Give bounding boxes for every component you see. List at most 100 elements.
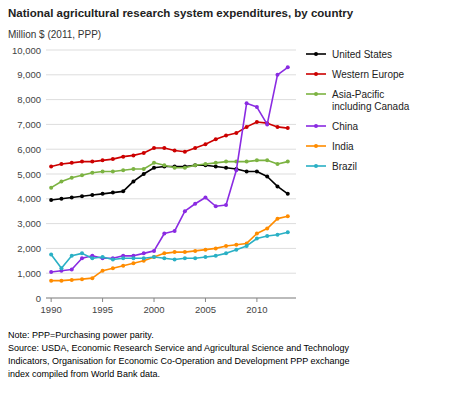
point bbox=[265, 158, 269, 162]
point bbox=[152, 166, 156, 170]
series-line bbox=[51, 216, 288, 280]
point bbox=[90, 193, 94, 197]
point bbox=[286, 230, 290, 234]
point bbox=[224, 134, 228, 138]
y-tick-label: 4,000 bbox=[17, 193, 41, 204]
point bbox=[245, 101, 249, 105]
plot-area bbox=[49, 65, 290, 282]
legend-label: Asia-Pacificincluding Canada bbox=[332, 89, 410, 112]
point bbox=[49, 186, 53, 190]
point bbox=[214, 254, 218, 258]
y-tick-label: 7,000 bbox=[17, 119, 41, 130]
point bbox=[275, 162, 279, 166]
legend: United StatesWestern EuropeAsia-Pacifici… bbox=[306, 49, 410, 172]
point bbox=[162, 146, 166, 150]
point bbox=[121, 155, 125, 159]
point bbox=[162, 232, 166, 236]
point bbox=[275, 217, 279, 221]
point bbox=[101, 192, 105, 196]
series-line bbox=[51, 232, 288, 268]
grid-line bbox=[46, 74, 296, 75]
point bbox=[101, 255, 105, 259]
point bbox=[152, 249, 156, 253]
legend-marker bbox=[314, 124, 318, 128]
point bbox=[275, 125, 279, 129]
point bbox=[255, 105, 259, 109]
point bbox=[121, 256, 125, 260]
title: National agricultural research system ex… bbox=[8, 7, 354, 19]
point bbox=[203, 162, 207, 166]
point bbox=[193, 202, 197, 206]
point bbox=[255, 158, 259, 162]
point bbox=[286, 65, 290, 69]
point bbox=[255, 232, 259, 236]
point bbox=[214, 161, 218, 165]
note: Note: PPP=Purchasing power parity.Source… bbox=[8, 330, 350, 379]
legend-label: China bbox=[332, 121, 359, 132]
x-tick bbox=[205, 298, 206, 302]
point bbox=[286, 192, 290, 196]
legend-label: India bbox=[332, 141, 354, 152]
point bbox=[131, 256, 135, 260]
y-tick-label: 9,000 bbox=[17, 69, 41, 80]
legend-marker bbox=[314, 72, 318, 76]
point bbox=[152, 161, 156, 165]
y-tick-label: 0 bbox=[36, 293, 41, 304]
legend-label: United States bbox=[332, 49, 392, 60]
grid-line bbox=[46, 50, 296, 51]
point bbox=[183, 150, 187, 154]
point bbox=[224, 251, 228, 255]
point bbox=[121, 189, 125, 193]
point bbox=[131, 167, 135, 171]
point bbox=[90, 171, 94, 175]
point bbox=[245, 160, 249, 164]
point bbox=[70, 254, 74, 258]
grid-line bbox=[46, 124, 296, 125]
point bbox=[131, 179, 135, 183]
point bbox=[142, 172, 146, 176]
point bbox=[203, 142, 207, 146]
point bbox=[101, 170, 105, 174]
chart: National agricultural research system ex… bbox=[0, 0, 450, 403]
x-tick-label: 2000 bbox=[143, 304, 164, 315]
point bbox=[193, 146, 197, 150]
point bbox=[80, 173, 84, 177]
point bbox=[173, 258, 177, 262]
point bbox=[275, 233, 279, 237]
point bbox=[111, 266, 115, 270]
point bbox=[286, 160, 290, 164]
point bbox=[152, 255, 156, 259]
x-tick-label: 2005 bbox=[195, 304, 216, 315]
point bbox=[224, 166, 228, 170]
y-tick-label: 5,000 bbox=[17, 169, 41, 180]
grid-line bbox=[46, 198, 296, 199]
grid-line bbox=[46, 273, 296, 274]
point bbox=[80, 251, 84, 255]
point bbox=[224, 203, 228, 207]
point bbox=[275, 73, 279, 77]
point bbox=[152, 255, 156, 259]
point bbox=[70, 176, 74, 180]
point bbox=[173, 148, 177, 152]
point bbox=[111, 258, 115, 262]
point bbox=[59, 162, 63, 166]
x-tick-label: 2010 bbox=[246, 304, 267, 315]
y-tick-label: 8,000 bbox=[17, 94, 41, 105]
y-tick-label: 3,000 bbox=[17, 218, 41, 229]
grid-line bbox=[46, 99, 296, 100]
x-tick-label: 1990 bbox=[41, 304, 62, 315]
legend-marker bbox=[314, 164, 318, 168]
point bbox=[286, 214, 290, 218]
point bbox=[59, 197, 63, 201]
point bbox=[121, 264, 125, 268]
point bbox=[203, 255, 207, 259]
x-tick bbox=[154, 298, 155, 302]
legend-label: Brazil bbox=[332, 161, 357, 172]
point bbox=[70, 196, 74, 200]
y-tick-label: 2,000 bbox=[17, 243, 41, 254]
point bbox=[173, 250, 177, 254]
y-tick-label: 1,000 bbox=[17, 268, 41, 279]
point bbox=[59, 179, 63, 183]
point bbox=[49, 165, 53, 169]
point bbox=[121, 168, 125, 172]
